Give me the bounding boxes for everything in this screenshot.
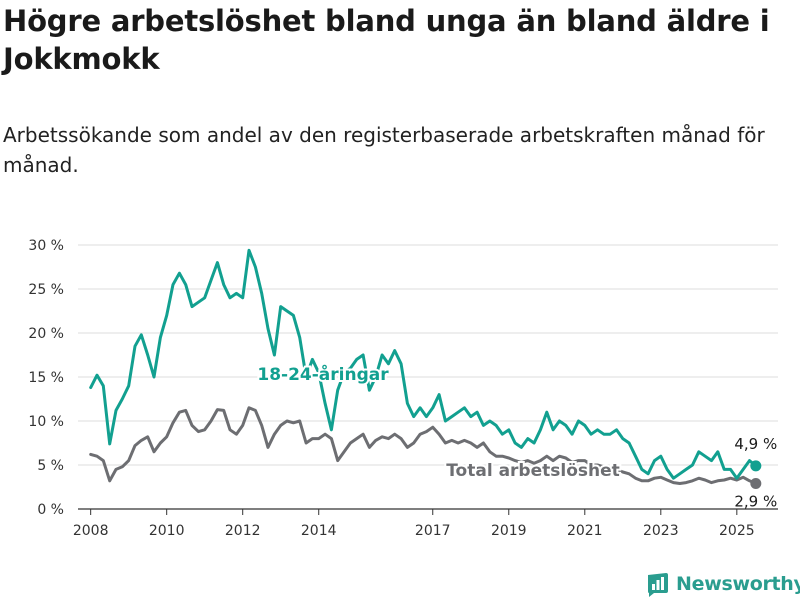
x-tick-label: 2025 [719,523,755,539]
y-axis-ticks: 0 % 5 % 10 % 15 % 20 % 25 % 30 % [28,238,64,518]
newsworthy-logo-icon [648,573,668,597]
brand-name: Newsworthy [676,573,800,595]
y-tick-label: 10 % [28,414,64,430]
y-tick-label: 25 % [28,282,64,298]
x-tick-label: 2021 [567,523,603,539]
newsworthy-brand: Newsworthy [646,569,800,599]
x-tick-label: 2023 [643,523,679,539]
gridlines [78,244,778,510]
series-line-total [89,406,758,485]
y-tick-label: 15 % [28,370,64,386]
end-label-total: 2,9 % [734,492,777,510]
x-tick-label: 2012 [225,523,261,539]
x-tick-label: 2014 [301,523,337,539]
series-line-youth [89,248,758,480]
series-name-youth: 18-24-åringar [257,363,389,385]
chart-subtitle: Arbetssökande som andel av den registerb… [3,123,765,177]
end-label-youth: 4,9 % [734,435,777,453]
x-tick-label: 2017 [415,523,451,539]
y-tick-label: 0 % [37,502,64,518]
x-tick-label: 2019 [491,523,527,539]
y-tick-label: 30 % [28,238,64,254]
series-layer [89,248,762,489]
end-point-youth [750,460,762,472]
series-name-total: Total arbetslöshet [446,461,620,481]
y-tick-label: 20 % [28,326,64,342]
y-tick-label: 5 % [37,458,64,474]
series-labels: 4,9 % 2,9 % 18-24-åringar Total arbetslöshe… [255,361,777,510]
x-axis-ticks: 2008 2010 2012 2014 2017 2019 2021 2023 2025 [73,509,755,539]
x-tick-label: 2008 [73,523,109,539]
chart-title: Högre arbetslöshet bland unga än bland ä… [3,4,770,76]
end-point-total [750,477,762,489]
x-tick-label: 2010 [149,523,185,539]
